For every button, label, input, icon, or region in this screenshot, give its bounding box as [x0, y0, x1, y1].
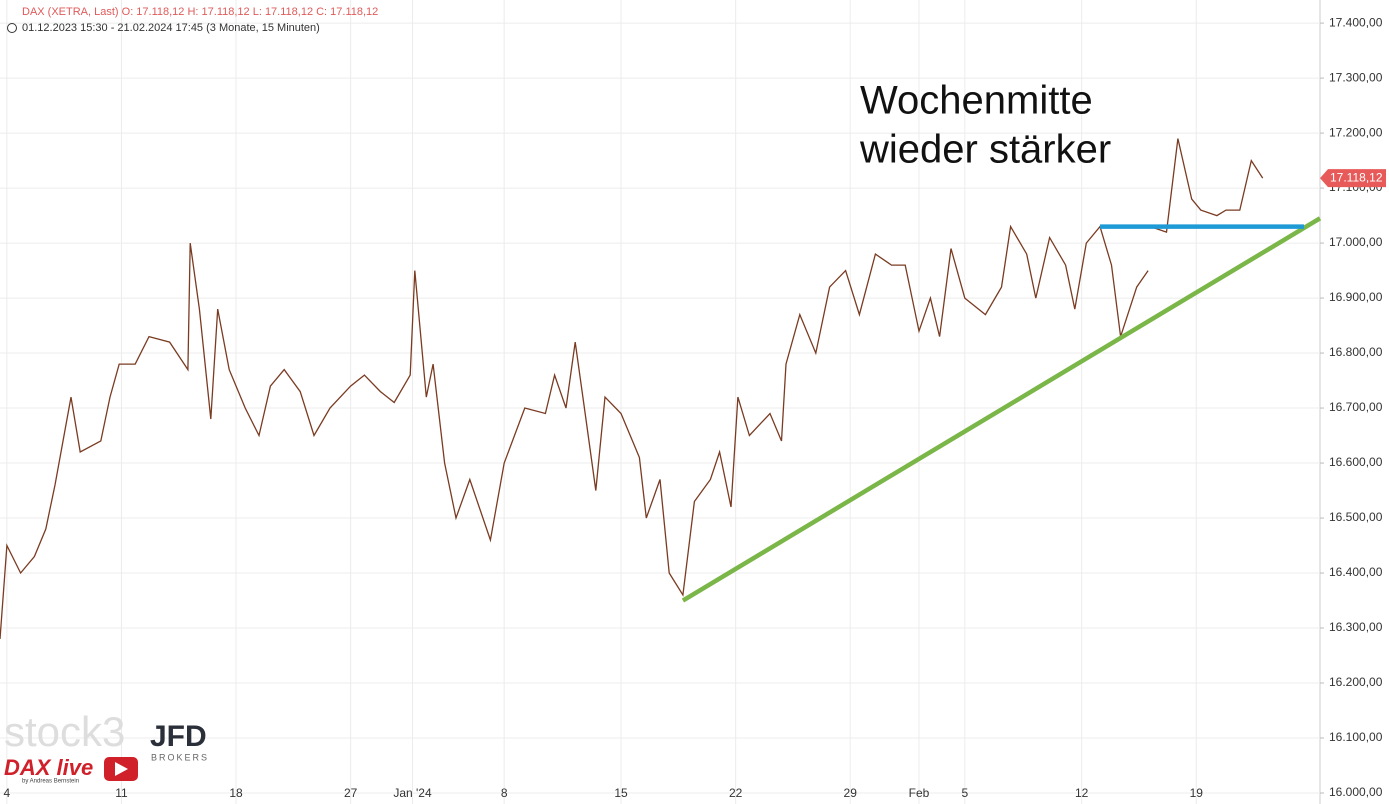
y-tick-label: 16.000,00	[1329, 785, 1383, 799]
x-tick-label: 22	[729, 786, 743, 800]
y-tick-label: 17.400,00	[1329, 15, 1383, 29]
last-price-box	[1320, 169, 1386, 188]
logo-stock3: stock3	[4, 708, 125, 755]
x-tick-label: 18	[229, 786, 243, 800]
x-tick-label: 4	[4, 786, 11, 800]
logo-brokers: BROKERS	[151, 752, 209, 762]
y-tick-label: 16.400,00	[1329, 565, 1383, 579]
x-tick-label: 27	[344, 786, 358, 800]
annotation-line: wieder stärker	[859, 128, 1111, 172]
plot	[0, 138, 1322, 640]
y-tick-label: 16.300,00	[1329, 620, 1383, 634]
x-tick-label: Feb	[909, 786, 930, 800]
header: DAX (XETRA, Last) O: 17.118,12 H: 17.118…	[22, 6, 378, 18]
y-tick-label: 16.600,00	[1329, 455, 1383, 469]
play-triangle	[115, 762, 128, 776]
x-tick-label: 8	[501, 786, 508, 800]
y-tick-label: 17.200,00	[1329, 125, 1383, 139]
x-tick-label: 19	[1190, 786, 1204, 800]
y-tick-label: 16.900,00	[1329, 290, 1383, 304]
y-tick-label: 16.100,00	[1329, 730, 1383, 744]
annotation-line: Wochenmitte	[860, 79, 1093, 123]
x-tick-label: 12	[1075, 786, 1089, 800]
x-tick-label: 5	[961, 786, 968, 800]
logo-dax-live: DAX live	[4, 755, 93, 780]
y-tick-label: 16.800,00	[1329, 345, 1383, 359]
x-tick-label: 15	[614, 786, 628, 800]
logo-jfd: JFD	[150, 720, 207, 753]
y-tick-label: 16.200,00	[1329, 675, 1383, 689]
y-tick-label: 17.300,00	[1329, 70, 1383, 84]
x-tick-label: 29	[844, 786, 858, 800]
trend-line	[681, 216, 1322, 603]
logo-byline: by Andreas Bernstein	[22, 779, 79, 785]
subheader: 01.12.2023 15:30 - 21.02.2024 17:45 (3 M…	[22, 22, 320, 34]
y-tick-label: 16.700,00	[1329, 400, 1383, 414]
x-tick-label: 11	[115, 786, 128, 800]
y-axis-area	[1320, 0, 1389, 804]
clock-icon	[7, 23, 17, 33]
grid	[0, 0, 1320, 804]
y-tick-label: 17.000,00	[1329, 235, 1383, 249]
x-tick-label: Jan '24	[393, 786, 432, 800]
y-tick-label: 16.500,00	[1329, 510, 1383, 524]
last-price-label: 17.118,12	[1330, 170, 1383, 184]
price-line	[0, 138, 1264, 640]
